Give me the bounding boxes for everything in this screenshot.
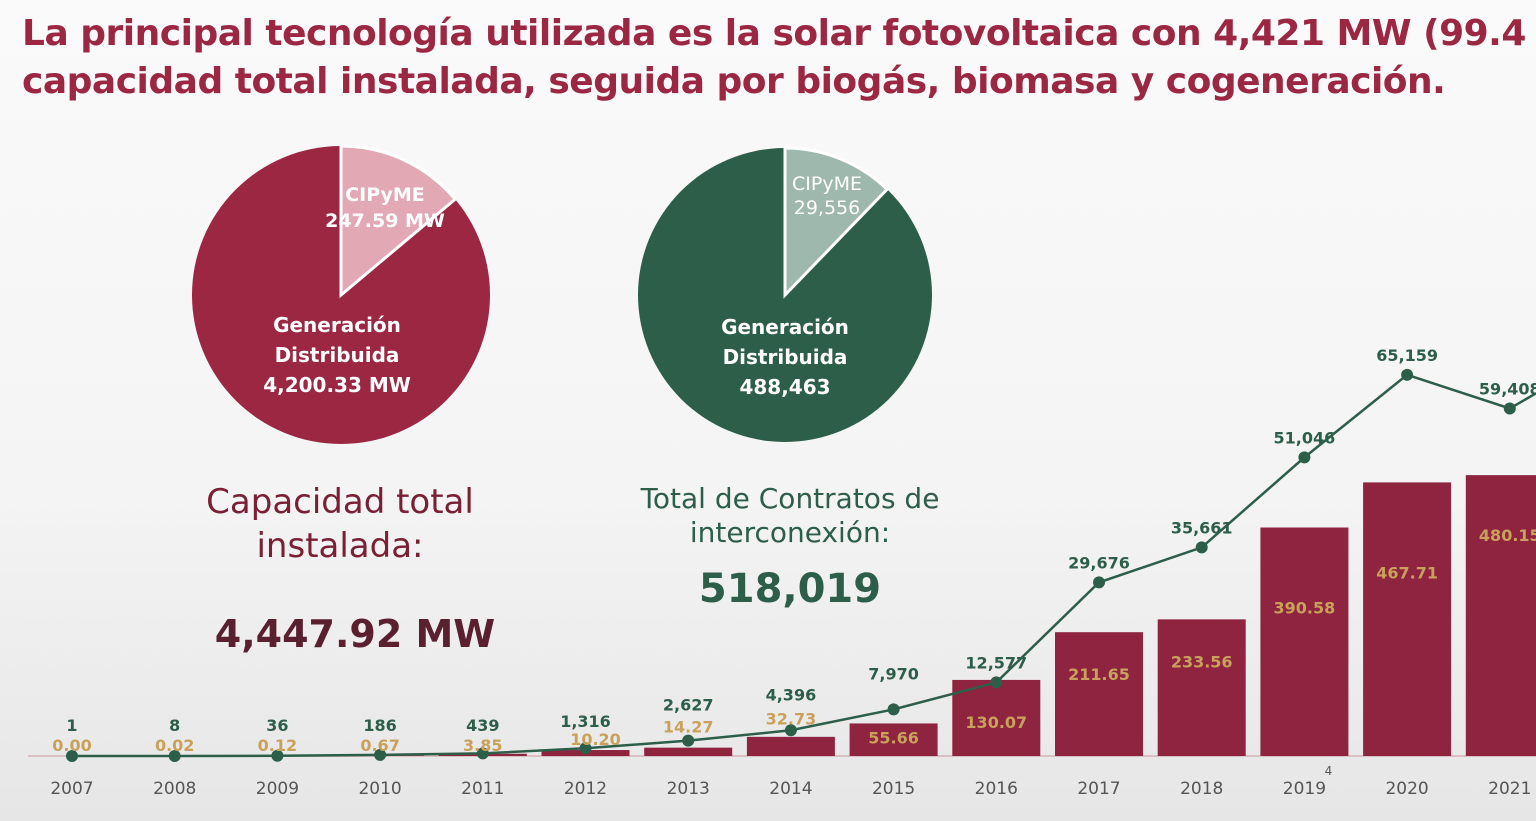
line-point-2007 bbox=[66, 749, 78, 762]
line-value-label: 186 bbox=[363, 716, 396, 735]
line-series-contracts bbox=[71, 373, 1536, 758]
contracts-label: Total de Contratos de interconexión: bbox=[640, 482, 940, 549]
x-tick-label: 2015 bbox=[872, 779, 915, 799]
pie-label-cipyme: CIPyME bbox=[345, 184, 425, 206]
line-point-2021 bbox=[1503, 402, 1516, 415]
bar-value-label: 0.12 bbox=[258, 736, 297, 755]
bar-2016 bbox=[952, 679, 1041, 756]
pie-label-cipyme: CIPyME bbox=[792, 173, 862, 195]
bar-value-label: 10.20 bbox=[570, 730, 621, 749]
slide-title: La principal tecnología utilizada es la … bbox=[22, 10, 1536, 106]
x-tick-label: 2012 bbox=[564, 779, 607, 799]
bar-2015 bbox=[849, 723, 938, 756]
pie-label-gd-1: Generación bbox=[273, 313, 401, 337]
line-point-2018 bbox=[1195, 541, 1208, 554]
bar-value-label: 233.56 bbox=[1171, 652, 1233, 671]
x-tick-label: 2013 bbox=[667, 779, 710, 799]
title-line-2: capacidad total instalada, seguida por b… bbox=[22, 61, 1446, 102]
line-point-2015 bbox=[887, 703, 900, 716]
x-tick-label: 2014 bbox=[769, 779, 812, 799]
pie-slice-cipyme bbox=[783, 146, 890, 299]
title-line-1: La principal tecnología utilizada es la … bbox=[22, 13, 1536, 54]
line-value-label: 29,676 bbox=[1068, 553, 1130, 572]
pie-value-gd: 4,200.33 MW bbox=[263, 373, 411, 397]
bar-value-label: 130.07 bbox=[965, 713, 1027, 732]
capacity-label: Capacidad total instalada: bbox=[206, 482, 474, 566]
bar-value-label: 0.02 bbox=[155, 736, 194, 755]
pie-value-cipyme: 247.59 MW bbox=[325, 210, 445, 232]
bar-value-label: 0.00 bbox=[52, 736, 91, 755]
line-value-label: 51,046 bbox=[1274, 428, 1336, 447]
x-tick-label: 2007 bbox=[50, 779, 93, 799]
line-value-label: 12,577 bbox=[965, 653, 1027, 672]
bar-2017 bbox=[1055, 632, 1143, 756]
x-tick-label: 2020 bbox=[1385, 779, 1428, 799]
pie-value-gd: 488,463 bbox=[739, 375, 830, 399]
x-tick-label: 2018 bbox=[1180, 779, 1223, 799]
line-value-label: 439 bbox=[466, 716, 499, 735]
bar-value-label: 0.67 bbox=[360, 736, 399, 755]
line-value-label: 1 bbox=[66, 716, 77, 735]
x-tick-label: 2019 bbox=[1283, 779, 1326, 799]
pie-value-cipyme: 29,556 bbox=[794, 197, 860, 219]
line-value-label: 59,408 bbox=[1479, 379, 1536, 398]
contracts-value: 518,019 bbox=[698, 566, 882, 612]
pie-slice-cipyme bbox=[339, 144, 458, 299]
bar-2013 bbox=[644, 747, 733, 756]
x-tick-label: 2021 bbox=[1488, 779, 1531, 799]
line-point-2016 bbox=[990, 676, 1003, 689]
line-value-label: 4,396 bbox=[766, 685, 817, 704]
bar-value-label: 32.73 bbox=[766, 709, 817, 728]
x-tick-label: 2016 bbox=[975, 779, 1018, 799]
line-value-label: 8 bbox=[169, 716, 180, 735]
bar-value-label: 480.15 bbox=[1479, 526, 1536, 545]
line-point-2017 bbox=[1093, 576, 1105, 589]
x-tick-note: 4 bbox=[1325, 764, 1333, 778]
bar-2021 bbox=[1465, 475, 1536, 756]
line-value-label: 7,970 bbox=[868, 664, 919, 683]
line-point-2009 bbox=[271, 749, 284, 762]
line-point-2014 bbox=[784, 724, 797, 737]
line-point-2020 bbox=[1401, 368, 1414, 381]
bar-value-label: 211.65 bbox=[1068, 665, 1130, 684]
line-point-2011 bbox=[476, 747, 489, 760]
bar-2019 bbox=[1260, 527, 1349, 756]
line-point-2010 bbox=[374, 748, 387, 761]
capacity-value: 4,447.92 MW bbox=[214, 612, 496, 656]
bar-value-label: 467.71 bbox=[1376, 563, 1438, 582]
line-point-2019 bbox=[1298, 451, 1311, 464]
line-value-label: 36 bbox=[266, 716, 288, 735]
bar-value-label: 14.27 bbox=[663, 718, 714, 737]
line-value-label: 1,316 bbox=[560, 712, 611, 731]
x-tick-label: 2008 bbox=[153, 779, 196, 799]
pie-label-gd-2: Distribuida bbox=[275, 343, 400, 367]
bar-2018 bbox=[1157, 619, 1246, 756]
x-tick-label: 2009 bbox=[256, 779, 299, 799]
line-value-label: 35,661 bbox=[1171, 518, 1233, 537]
pie-label-gd-2: Distribuida bbox=[723, 345, 848, 369]
line-value-label: 2,627 bbox=[663, 696, 714, 715]
line-point-2013 bbox=[682, 734, 695, 747]
bar-2020 bbox=[1363, 482, 1452, 756]
line-point-2012 bbox=[579, 742, 592, 755]
line-point-2008 bbox=[168, 749, 181, 762]
bar-value-label: 390.58 bbox=[1274, 599, 1336, 618]
bar-value-label: 55.66 bbox=[868, 728, 919, 747]
x-tick-label: 2010 bbox=[358, 779, 401, 799]
pie-label-gd-1: Generación bbox=[721, 315, 849, 339]
bar-2014 bbox=[746, 736, 835, 756]
bar-value-label: 3.85 bbox=[463, 736, 502, 755]
x-tick-label: 2017 bbox=[1077, 779, 1120, 799]
x-tick-label: 2011 bbox=[461, 779, 504, 799]
line-value-label: 65,159 bbox=[1376, 346, 1438, 365]
